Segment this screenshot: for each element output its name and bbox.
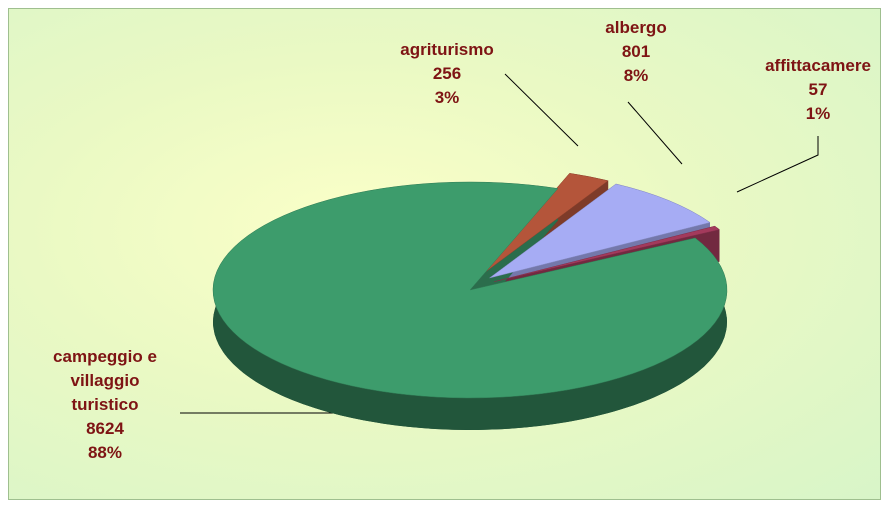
pie-slice: [212, 181, 728, 399]
value-label: 256: [432, 64, 462, 83]
value-label: 801: [621, 42, 651, 61]
value-label: 57: [808, 80, 828, 99]
slice-label: campeggio e villaggio turistico 8624 88%: [53, 345, 157, 465]
slice-label: affittacamere 57 1%: [765, 54, 871, 126]
category-label: campeggio e villaggio turistico: [53, 347, 157, 414]
leader-line: [736, 136, 819, 193]
leader-line: [627, 101, 683, 165]
category-label: albergo: [605, 18, 667, 37]
pie-slice: [481, 172, 609, 275]
pie-slice: [494, 225, 721, 282]
category-label: agriturismo: [400, 40, 494, 59]
slice-label: albergo 801 8%: [605, 16, 666, 88]
percent-label: 88%: [87, 443, 123, 462]
slice-label: agriturismo 256 3%: [400, 38, 494, 110]
pie-slice: [489, 183, 711, 279]
category-label: affittacamere: [765, 56, 871, 75]
value-label: 8624: [86, 419, 124, 438]
leader-line: [504, 73, 579, 147]
percent-label: 3%: [434, 88, 460, 107]
percent-label: 8%: [623, 66, 649, 85]
percent-label: 1%: [805, 104, 831, 123]
